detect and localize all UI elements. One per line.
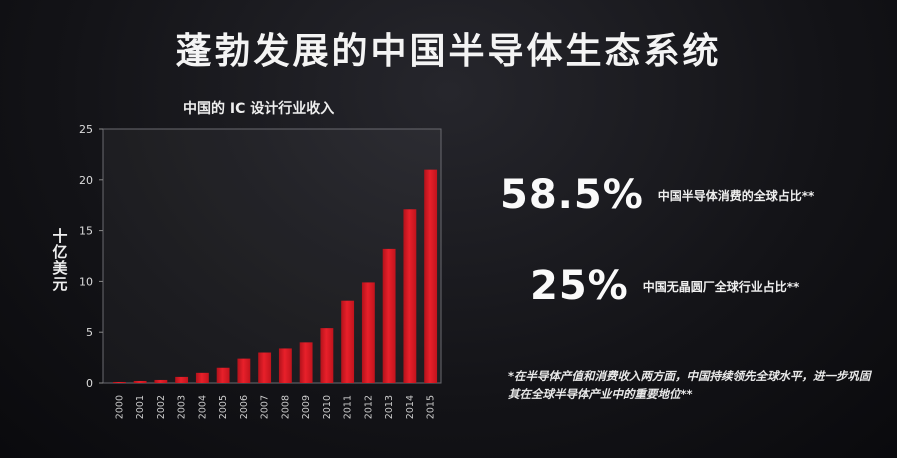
bar-2000 (112, 381, 126, 383)
bar-2015 (424, 169, 438, 383)
x-tick-label: 2005 (218, 395, 229, 419)
x-tick-label: 2010 (322, 395, 333, 419)
x-tick-label: 2002 (156, 395, 167, 419)
stat-consumption-share: 58.5% 中国半导体消费的全球占比** (500, 172, 814, 218)
bar-2008 (278, 348, 292, 383)
x-tick-label: 2007 (260, 395, 271, 419)
x-tick-label: 2008 (280, 395, 291, 419)
x-tick-label: 2001 (135, 395, 146, 419)
bar-2011 (341, 300, 355, 383)
stat-value: 58.5% (500, 172, 644, 218)
x-tick-label: 2004 (197, 395, 208, 419)
stat-value: 25% (530, 263, 629, 309)
x-tick-label: 2000 (114, 395, 125, 419)
x-tick-label: 2014 (405, 395, 416, 419)
y-tick-label: 20 (79, 174, 93, 187)
bar-2007 (258, 352, 272, 383)
bar-2001 (133, 380, 147, 383)
stat-fabless-share: 25% 中国无晶圆厂全球行业占比** (530, 263, 799, 309)
x-tick-label: 2009 (301, 395, 312, 419)
x-tick-label: 2013 (384, 395, 395, 419)
stat-label: 中国半导体消费的全球占比** (657, 188, 815, 203)
bar-2010 (320, 328, 334, 383)
x-tick-label: 2003 (177, 395, 188, 419)
stat-label: 中国无晶圆厂全球行业占比** (642, 279, 800, 294)
bar-2014 (403, 209, 417, 383)
y-axis-label: 十亿美元 (52, 227, 68, 293)
x-tick-label: 2015 (426, 395, 437, 419)
y-tick-label: 5 (86, 326, 93, 339)
chart-title: 中国的 IC 设计行业收入 (183, 101, 335, 117)
y-tick-label: 15 (79, 225, 93, 238)
bar-chart: 0 5 10 15 20 25 2000 2001 2002 2003 2004 2005 2006 20… (79, 123, 442, 419)
y-tick-label: 10 (79, 275, 93, 288)
x-tick-label: 2012 (363, 395, 374, 419)
bar-2003 (175, 376, 189, 383)
footnote: *在半导体产值和消费收入两方面，中国持续领先全球水平，进一步巩固其在全球半导体产… (508, 369, 871, 401)
bar-2004 (195, 372, 209, 383)
bar-2005 (216, 367, 230, 383)
slide-title: 蓬勃发展的中国半导体生态系统 (175, 31, 722, 72)
bar-2002 (154, 379, 168, 383)
y-tick-label: 25 (79, 123, 93, 136)
bar-2013 (382, 248, 396, 383)
bar-2009 (299, 342, 313, 383)
bar-2012 (361, 282, 375, 383)
bar-2006 (237, 358, 251, 383)
y-tick-label: 0 (86, 377, 93, 390)
x-tick-label: 2011 (343, 395, 354, 419)
x-tick-label: 2006 (239, 395, 250, 419)
